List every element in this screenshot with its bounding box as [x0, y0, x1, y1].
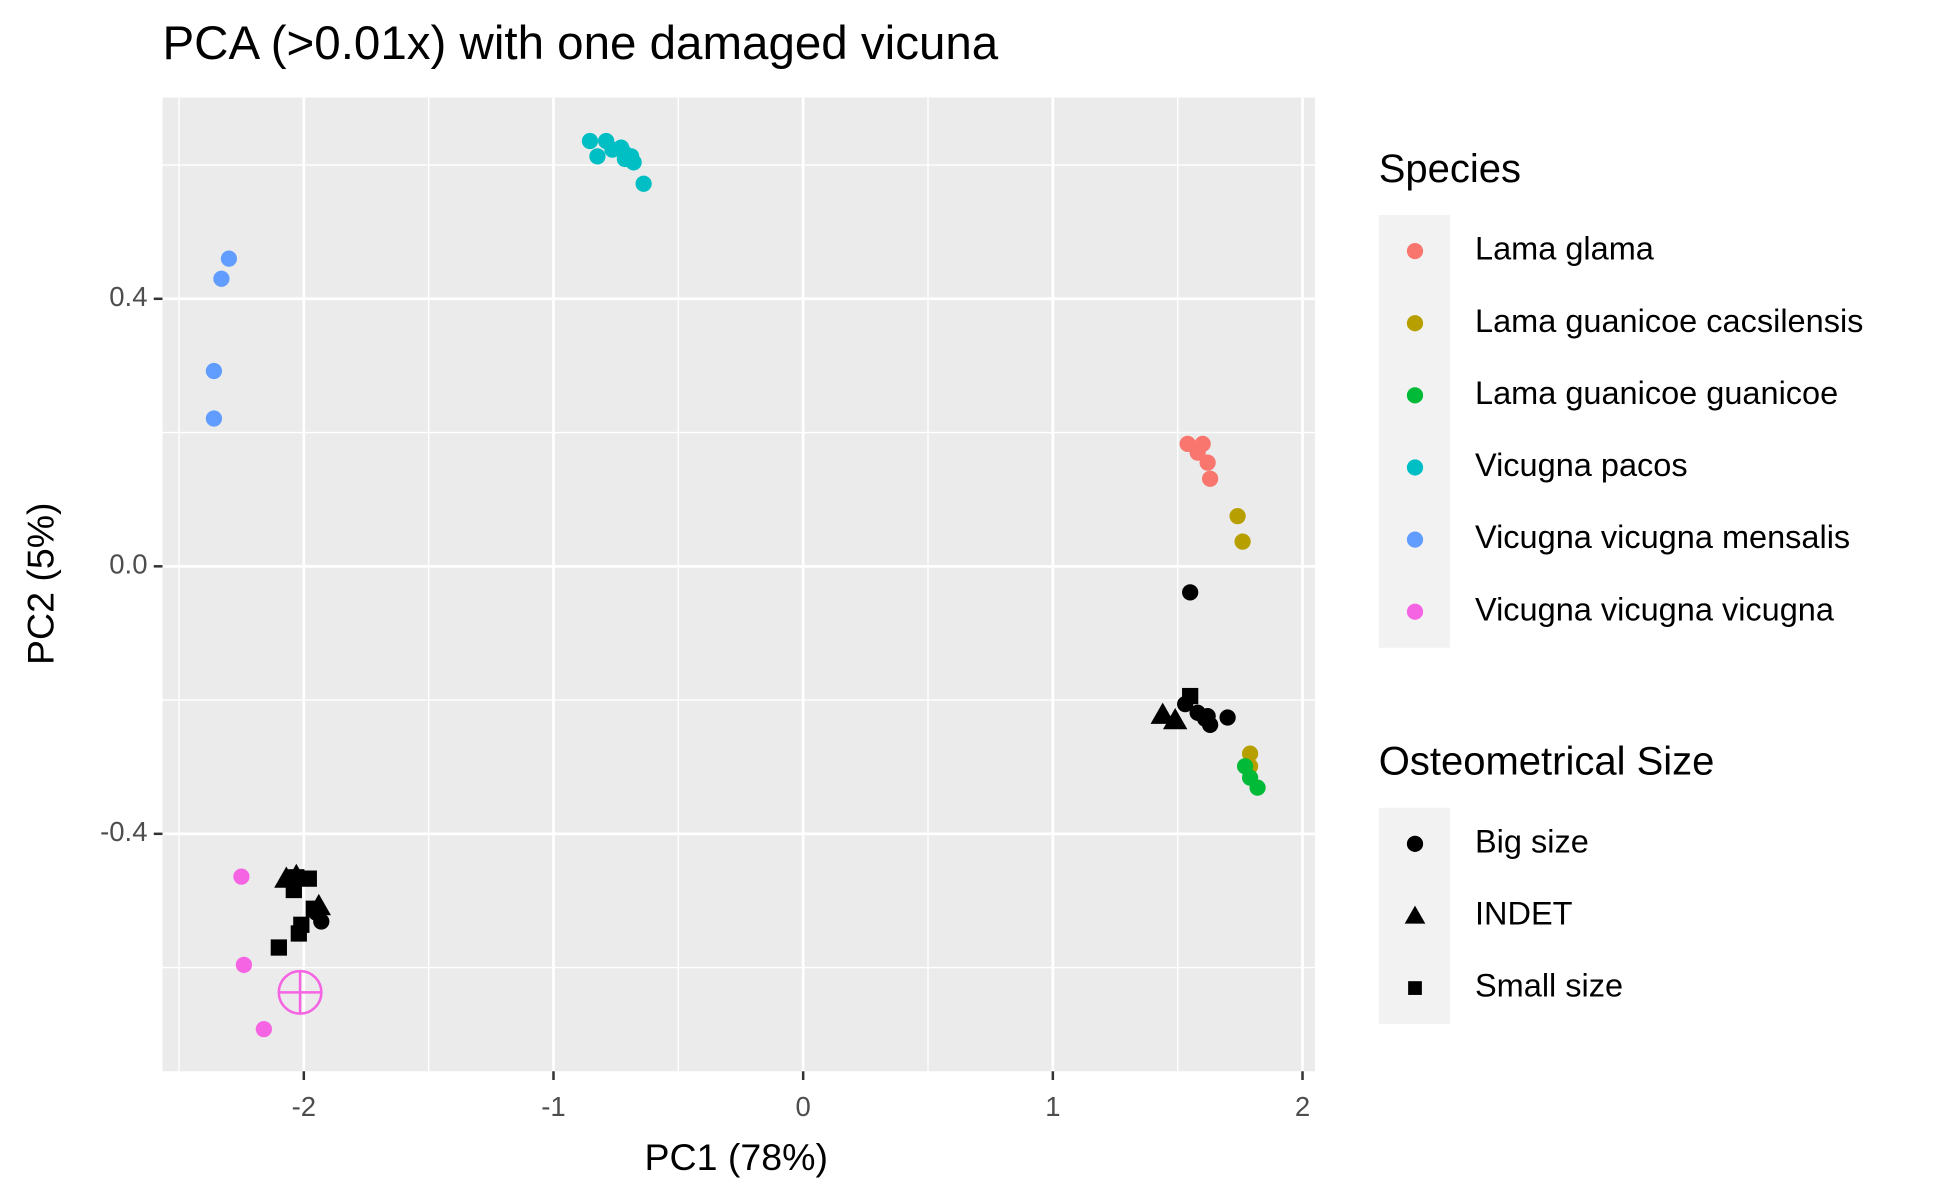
data-point	[616, 150, 634, 168]
legend-key	[1406, 387, 1424, 404]
data-point	[1189, 444, 1206, 461]
data-point	[213, 270, 230, 287]
legend-label: Small size	[1475, 968, 1623, 1004]
data-point	[1150, 702, 1175, 724]
x-tick-label: -1	[541, 1091, 565, 1122]
legend-key	[1406, 531, 1424, 548]
data-point	[1182, 584, 1199, 601]
legend-key	[1404, 905, 1426, 924]
data-point	[1182, 687, 1199, 705]
legend-label: Big size	[1475, 823, 1589, 859]
legend-label: Vicugna vicugna vicugna	[1475, 591, 1835, 627]
legend-key	[1406, 835, 1424, 852]
data-point	[205, 410, 223, 427]
legend-key	[1406, 315, 1424, 332]
legend-key	[1406, 603, 1424, 620]
legend-label: Lama guanicoe guanicoe	[1475, 375, 1838, 411]
legend-label: Vicugna vicugna mensalis	[1475, 519, 1850, 555]
data-point	[1162, 707, 1188, 730]
data-point	[270, 939, 287, 956]
data-point	[1234, 533, 1251, 550]
legend-label: Lama guanicoe cacsilensis	[1475, 303, 1863, 339]
data-point	[589, 148, 606, 165]
data-point	[635, 175, 652, 192]
x-tick-label: 2	[1295, 1091, 1310, 1122]
x-tick-label: 0	[796, 1091, 811, 1122]
data-point	[1219, 709, 1236, 726]
damaged-sample-marker	[277, 969, 323, 1015]
legend-title: Osteometrical Size	[1379, 740, 1715, 784]
data-point	[235, 956, 253, 974]
data-point	[1241, 745, 1259, 762]
y-tick-label: 0.0	[109, 549, 147, 580]
data-point	[205, 362, 223, 380]
x-tick-label: -2	[292, 1091, 316, 1122]
data-point	[233, 868, 250, 885]
legend-label: Lama glama	[1475, 231, 1655, 267]
legend-key	[1408, 981, 1422, 995]
data-point	[1199, 454, 1216, 471]
data-point	[1229, 508, 1246, 525]
data-point	[1197, 710, 1214, 727]
legend-title: Species	[1379, 147, 1521, 191]
chart-title: PCA (>0.01x) with one damaged vicuna	[163, 17, 999, 70]
y-tick-label: -0.4	[100, 816, 147, 847]
data-point	[1249, 779, 1266, 796]
legend-key-bg	[1378, 215, 1450, 648]
plot-panel	[162, 97, 1315, 1072]
legend-label: Vicugna pacos	[1475, 447, 1688, 483]
data-point	[255, 1020, 272, 1038]
x-tick-label: 1	[1045, 1091, 1060, 1122]
y-tick-label: 0.4	[109, 281, 147, 312]
legend-key	[1406, 459, 1424, 476]
y-axis-title: PC2 (5%)	[20, 502, 62, 665]
legend-key	[1406, 242, 1424, 260]
data-point	[305, 900, 322, 917]
data-point	[288, 869, 305, 886]
data-point	[220, 250, 238, 267]
data-point	[285, 881, 302, 899]
legend-label: INDET	[1475, 896, 1573, 932]
data-point	[581, 132, 599, 150]
data-point	[290, 925, 307, 942]
x-axis-title: PC1 (78%)	[645, 1136, 828, 1178]
data-point	[300, 870, 317, 887]
data-point	[1202, 470, 1219, 487]
